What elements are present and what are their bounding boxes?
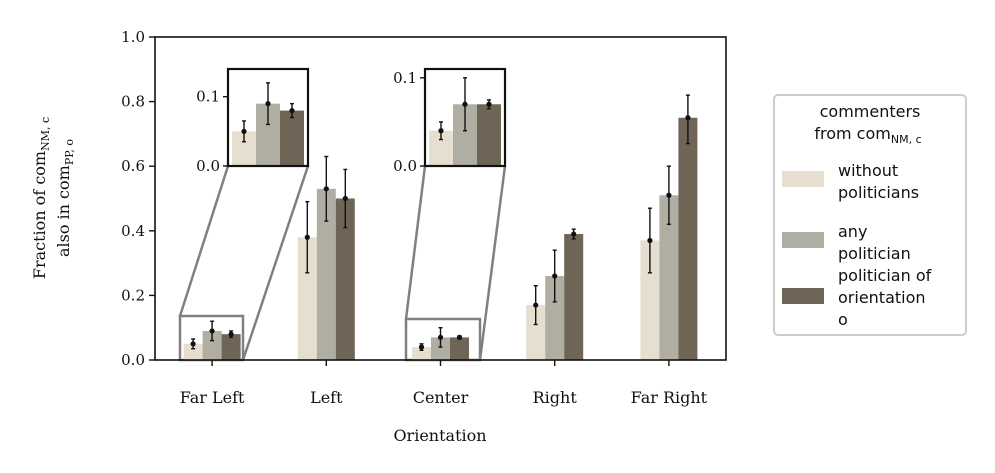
x-tick-label-far-right: Far Right <box>631 388 708 407</box>
bar-left-any-politician <box>316 188 336 360</box>
inset-far-left-y-tick-label: 0.0 <box>196 157 220 175</box>
bar-far-right-politician-of-orientation-o-point <box>685 115 691 121</box>
bar-left-politician-of-orientation-o-point <box>342 195 348 202</box>
bar-right-any-politician <box>545 276 565 360</box>
bar-center-politician-of-orientation-o-point <box>456 334 463 340</box>
legend-item-without-politicians-swatch <box>782 171 824 187</box>
legend-item-without-politicians-label-line: without <box>838 161 898 180</box>
inset-center-bar-without-politicians-point <box>438 128 444 134</box>
y-axis-label-line2: also in comPP, o <box>54 139 76 257</box>
inset-center-y-tick-label: 0.1 <box>393 69 417 87</box>
legend-item-politician-of-orientation-o-label-line: o <box>838 310 848 329</box>
inset-center-frame <box>423 67 507 168</box>
bar-far-left-without-politicians <box>183 343 203 360</box>
legend-item-without-politicians-label-line: politicians <box>838 183 919 202</box>
y-tick-label: 0.2 <box>121 286 145 304</box>
y-tick-label: 0.8 <box>121 93 145 111</box>
x-tick-label-far-left: Far Left <box>180 388 245 407</box>
x-axis-ticks: Far Left Left Center Right Far Right <box>180 360 708 407</box>
inset-far-left-frame <box>226 67 310 168</box>
legend-item-politician-of-orientation-o: politician of orientation o <box>782 266 932 329</box>
bar-far-right-without-politicians-point <box>647 237 653 244</box>
inset-far-left: 0.0 0.1 <box>196 67 310 175</box>
inset-center-connector-right <box>478 165 507 361</box>
bar-center-without-politicians <box>412 347 431 360</box>
bar-right-politician-of-orientation-o-point <box>571 231 577 237</box>
inset-far-left-bar-without-politicians-point <box>241 128 247 134</box>
bar-far-left-politician-of-orientation-o <box>221 334 241 360</box>
legend-frame <box>773 94 967 336</box>
bar-right-without-politicians-point <box>533 302 539 308</box>
bar-left-without-politicians-point <box>304 234 310 240</box>
bar-far-left-without-politicians-point <box>190 341 196 347</box>
legend: commenters from comNM, c without politici… <box>773 94 967 336</box>
bar-left-any-politician-point <box>323 186 329 192</box>
y-axis-label: Fraction of comNM, c also in comPP, o <box>30 117 76 279</box>
legend-item-any-politician: any politician <box>782 222 911 263</box>
y-tick-label: 0.4 <box>121 222 145 240</box>
inset-center-bar-politician-of-orientation-o <box>477 104 501 166</box>
y-tick-label: 0.0 <box>121 351 145 369</box>
bar-center-any-politician-point <box>437 334 444 340</box>
bar-far-left-any-politician-point <box>209 328 215 334</box>
legend-item-any-politician-label-line: any <box>838 222 867 241</box>
x-tick-label-left: Left <box>310 388 343 407</box>
bar-center-any-politician <box>431 337 450 360</box>
main-bars <box>183 117 698 360</box>
bar-center-politician-of-orientation-o <box>450 337 469 360</box>
bar-right-any-politician-point <box>552 273 558 279</box>
legend-item-politician-of-orientation-o-label-line: orientation <box>838 288 926 307</box>
bar-far-right-any-politician <box>659 195 679 360</box>
legend-title-line2: from comNM, c <box>814 124 921 146</box>
x-tick-label-center: Center <box>413 388 469 407</box>
legend-item-any-politician-label-line: politician <box>838 244 911 263</box>
legend-item-politician-of-orientation-o-swatch <box>782 288 824 304</box>
inset-far-left-bar-politician-of-orientation-o <box>280 110 304 166</box>
bar-center-without-politicians-point <box>418 344 425 350</box>
inset-far-left-bar-politician-of-orientation-o-point <box>289 107 295 114</box>
y-tick-label: 0.6 <box>121 157 145 175</box>
bar-right-politician-of-orientation-o <box>564 234 584 360</box>
legend-item-politician-of-orientation-o-label-line: politician of <box>838 266 932 285</box>
inset-center: 0.0 0.1 <box>393 67 507 175</box>
bar-left-politician-of-orientation-o <box>335 198 355 360</box>
y-axis-label-line1: Fraction of comNM, c <box>30 117 52 279</box>
insets: 0.0 0.1 0.0 0.1 <box>196 67 507 175</box>
bar-far-right-without-politicians <box>640 240 660 360</box>
x-tick-label-right: Right <box>533 388 578 407</box>
bar-far-right-any-politician-point <box>666 192 672 198</box>
bar-far-left-any-politician <box>202 330 222 360</box>
y-tick-label: 1.0 <box>121 28 145 46</box>
legend-item-any-politician-swatch <box>782 232 824 248</box>
inset-far-left-connector-left <box>178 165 230 317</box>
y-axis-ticks: 0.0 0.2 0.4 0.6 0.8 1.0 <box>121 28 155 369</box>
legend-items: without politicians any politician politicia… <box>782 161 932 329</box>
inset-center-bar-any-politician-point <box>462 101 468 107</box>
legend-item-without-politicians: without politicians <box>782 161 919 202</box>
inset-center-y-tick-label: 0.0 <box>393 157 417 175</box>
bar-far-left-politician-of-orientation-o-point <box>228 331 234 337</box>
main-error-bars <box>190 94 691 352</box>
x-axis-label: Orientation <box>393 426 486 445</box>
inset-center-connector-left <box>404 165 427 320</box>
legend-title-line1: commenters <box>820 102 921 121</box>
inset-far-left-bar-any-politician-point <box>265 101 271 107</box>
inset-far-left-connector-right <box>241 165 310 361</box>
bar-far-right-politician-of-orientation-o <box>678 117 698 360</box>
bar-right-without-politicians <box>526 305 546 360</box>
inset-center-bar-politician-of-orientation-o-point <box>486 101 492 107</box>
bar-left-without-politicians <box>297 237 317 360</box>
inset-far-left-y-tick-label: 0.1 <box>196 88 220 106</box>
